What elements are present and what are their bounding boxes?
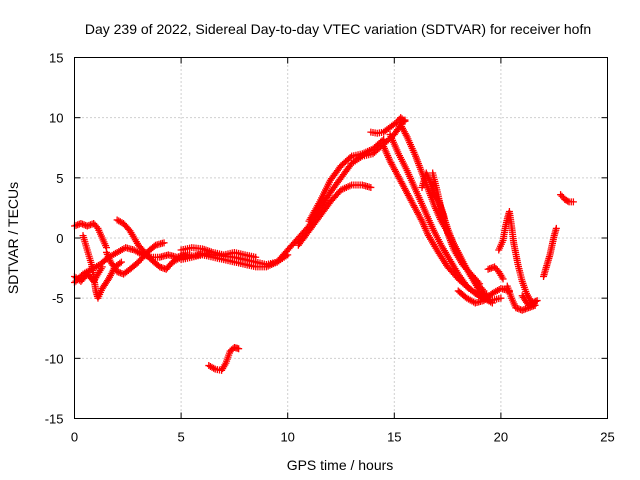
series-0-track-4 xyxy=(102,239,168,278)
y-tick-label-4: 5 xyxy=(56,171,63,186)
series-0-track-5 xyxy=(113,216,194,273)
data-point xyxy=(552,224,560,232)
x-axis-title: GPS time / hours xyxy=(287,457,394,473)
series-0-track-17 xyxy=(454,285,513,307)
data-layer xyxy=(71,114,577,374)
series-0-track-9 xyxy=(294,181,375,249)
y-tick-label-0: -15 xyxy=(45,412,64,427)
y-tick-label-5: 10 xyxy=(49,111,63,126)
y-tick-label-2: -5 xyxy=(52,291,64,306)
data-point xyxy=(400,116,408,124)
series-0-track-0 xyxy=(71,220,110,252)
y-tick-label-1: -10 xyxy=(45,351,64,366)
series-0-track-10 xyxy=(305,135,388,225)
data-point xyxy=(499,275,507,283)
data-point xyxy=(367,183,375,191)
x-tick-label-3: 15 xyxy=(387,430,401,445)
series-0-track-13 xyxy=(386,131,496,307)
data-point xyxy=(210,364,218,372)
data-point xyxy=(378,137,386,145)
data-point xyxy=(497,294,505,302)
data-point xyxy=(488,299,496,307)
tick-layer: 0 5 10 15 20 25 -15 -10 -5 0 5 10 15 xyxy=(45,51,615,445)
series-0-track-20 xyxy=(503,282,539,314)
data-point xyxy=(252,253,260,261)
y-tick-label-6: 15 xyxy=(49,51,63,66)
series-0-track-22 xyxy=(540,224,560,281)
data-point xyxy=(401,117,409,125)
chart-title: Day 239 of 2022, Sidereal Day-to-day VTE… xyxy=(85,21,591,37)
x-tick-label-1: 5 xyxy=(177,430,184,445)
x-tick-label-2: 10 xyxy=(280,430,294,445)
series-0-track-7 xyxy=(177,244,260,261)
x-tick-label-4: 20 xyxy=(494,430,508,445)
series-0-track-19 xyxy=(495,208,539,309)
series-0-track-11 xyxy=(367,114,409,137)
y-axis-title: SDTVAR / TECUs xyxy=(5,182,21,294)
data-point xyxy=(569,198,577,206)
data-point xyxy=(117,258,125,266)
data-point xyxy=(93,223,101,231)
data-point xyxy=(380,135,388,143)
x-tick-label-0: 0 xyxy=(71,430,78,445)
y-tick-label-3: 0 xyxy=(56,231,63,246)
grid-layer xyxy=(74,57,608,419)
series-0-track-21 xyxy=(518,292,541,309)
data-point xyxy=(532,297,540,305)
series-0 xyxy=(71,114,577,374)
data-point xyxy=(116,259,124,267)
series-0-track-23 xyxy=(557,191,577,206)
data-point xyxy=(235,345,243,353)
data-point xyxy=(346,154,354,162)
data-point xyxy=(284,251,292,259)
data-point xyxy=(160,239,168,247)
data-point xyxy=(533,297,541,305)
x-tick-label-5: 25 xyxy=(600,430,614,445)
plot-frame xyxy=(74,57,608,419)
data-point xyxy=(564,197,572,205)
series-0-track-16 xyxy=(429,169,492,300)
series-0-track-8 xyxy=(205,344,243,374)
series-0-track-18 xyxy=(484,263,507,283)
